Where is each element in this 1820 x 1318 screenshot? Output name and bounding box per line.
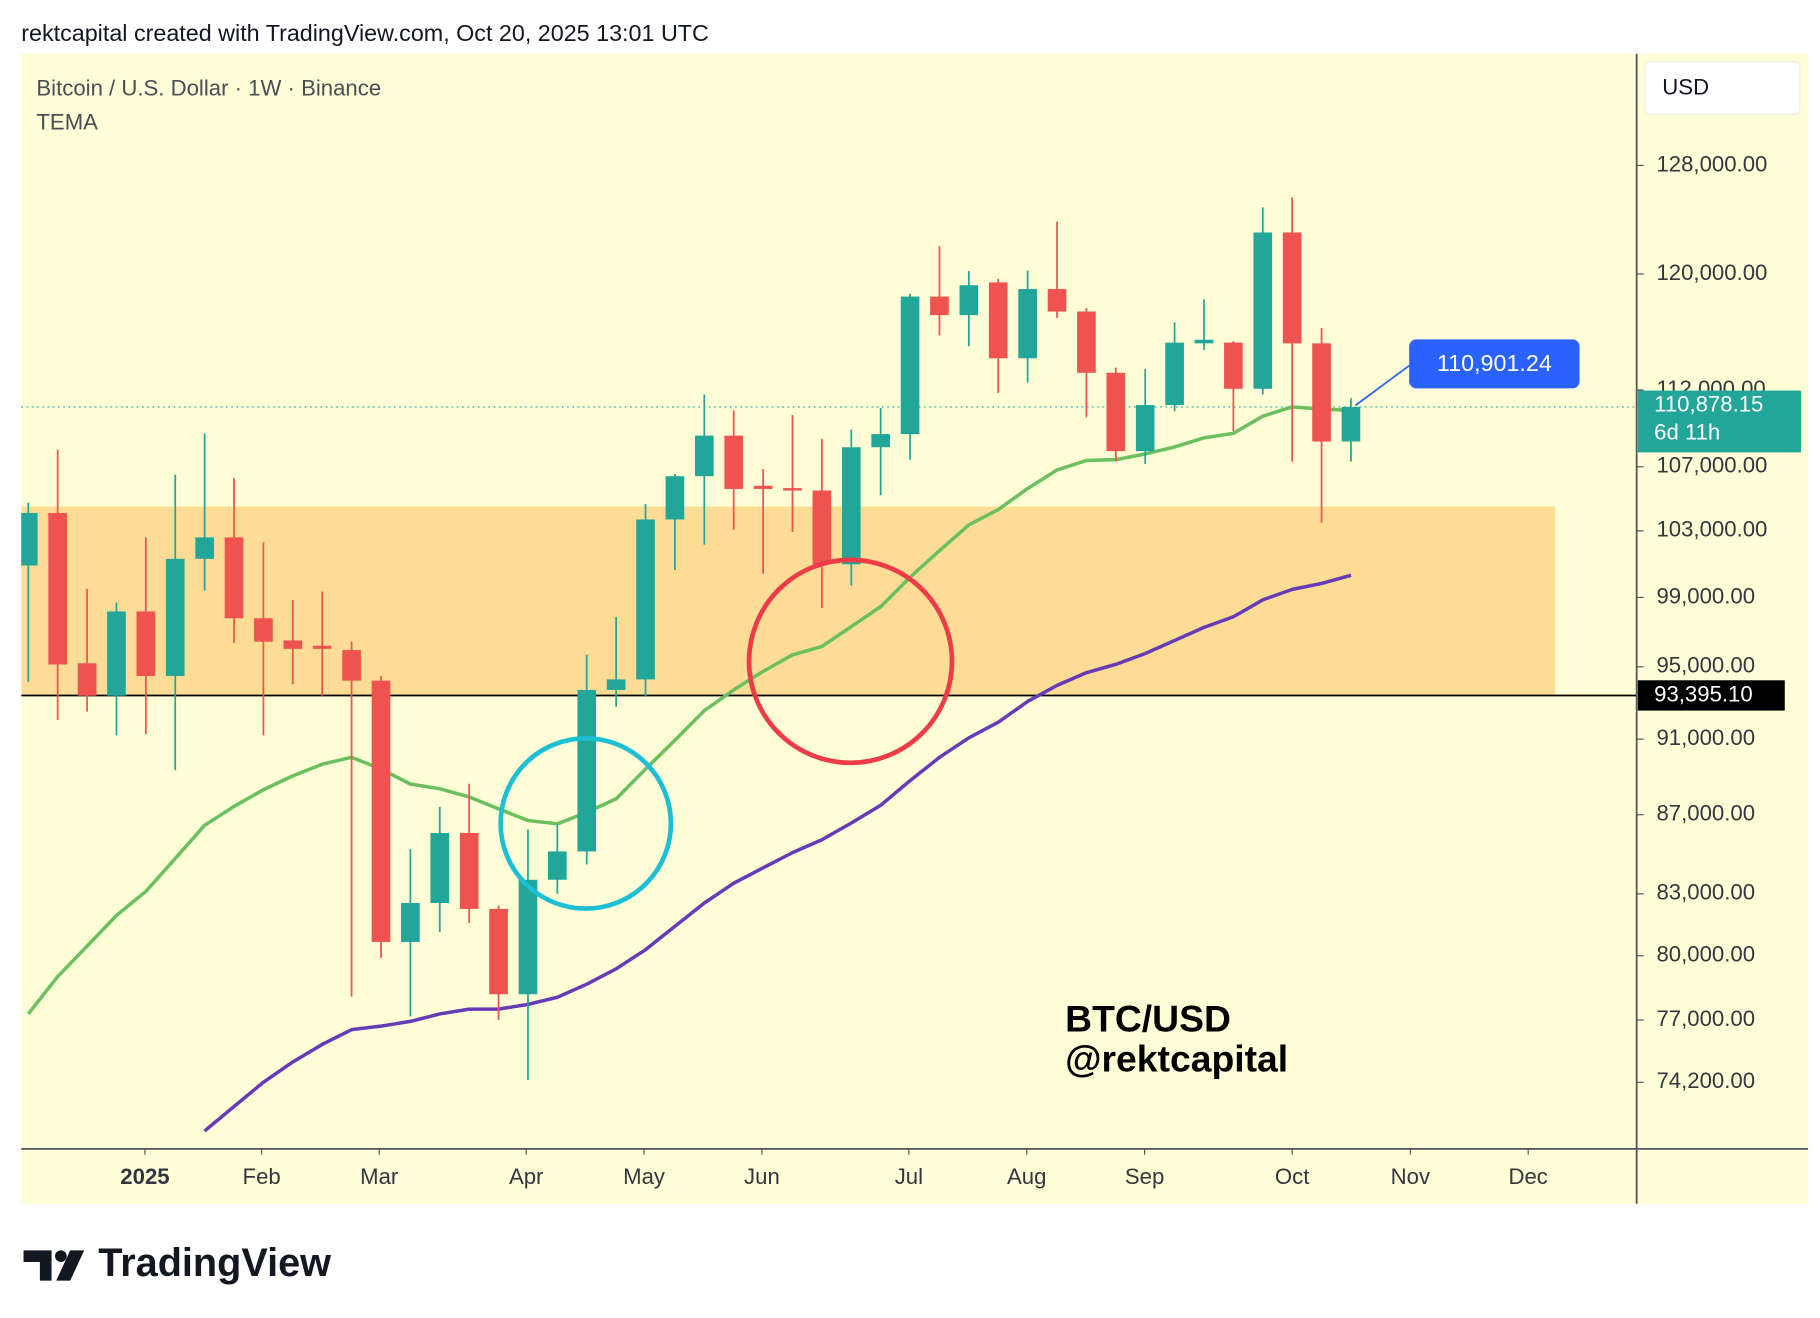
candle-body [841,447,861,565]
y-tick-label: 87,000.00 [1656,801,1755,826]
candle-body [636,519,655,680]
countdown-label: 6d 11h [1654,420,1720,445]
x-tick-label: Apr [509,1164,544,1189]
candle-body [1077,311,1096,373]
candle-body [577,689,597,852]
candle-body [224,537,244,619]
x-tick-label: May [623,1164,666,1189]
indicator-line [203,573,1352,1133]
last-price-box [1637,390,1802,453]
candle-body [724,435,744,489]
candle-body [900,296,920,435]
y-tick-label: 80,000.00 [1656,942,1755,967]
plot-area [21,197,1637,1133]
indicator-legend: TEMA [36,109,98,134]
y-tick-label: 99,000.00 [1656,583,1755,608]
footer-brand: TradingView [98,1241,331,1285]
x-tick-label: 2025 [120,1164,169,1189]
candle-body [930,296,949,316]
candle-body [48,512,68,665]
candle-body [459,832,479,909]
candle-body [283,640,303,649]
candle-body [312,645,332,649]
level-box [1637,680,1785,711]
currency-label[interactable]: USD [1662,75,1709,100]
y-tick-label: 74,200.00 [1656,1068,1755,1093]
y-tick-label: 120,000.00 [1656,260,1767,285]
x-tick-label: Feb [243,1164,281,1189]
x-tick-label: Jul [895,1164,923,1189]
candle-body [1165,342,1184,406]
y-tick-label: 83,000.00 [1656,880,1755,905]
candle-body [753,485,773,489]
candle-body [606,679,626,690]
level-label: 93,395.10 [1654,681,1753,706]
candle-body [871,434,890,448]
candle-body [1106,372,1126,452]
last-price-label: 110,878.15 [1654,392,1763,417]
y-tick-label: 77,000.00 [1656,1006,1755,1031]
candle-body [1282,232,1302,344]
y-tick-label: 107,000.00 [1656,453,1767,478]
candle-body [783,488,802,491]
candle-body [1135,405,1155,452]
y-tick-label: 128,000.00 [1656,151,1767,176]
tradingview-logo [23,1250,85,1281]
candle-body [107,611,126,696]
y-tick-label: 103,000.00 [1656,517,1767,542]
x-tick-label: Sep [1125,1164,1164,1189]
x-tick-label: Jun [744,1164,780,1189]
candle-body [371,680,391,942]
candle-body [518,879,538,995]
indicator-line [26,405,1352,1016]
annotation: @rektcapital [1065,1037,1288,1079]
candle-body [136,611,156,677]
callout-pointer [1355,363,1413,406]
candle-body [988,282,1008,359]
candle-body [1018,289,1037,359]
candle-body [489,908,508,995]
y-tick-label: 95,000.00 [1656,653,1755,678]
highlight-circle [746,557,955,766]
candle-body [548,851,567,880]
candle-body [1224,342,1243,389]
currency-button[interactable] [1644,61,1801,115]
candle-body [195,537,214,559]
candle-body [165,558,185,677]
candle-body [342,650,361,681]
candle-body [959,285,979,316]
header: rektcapital created with TradingView.com… [21,20,709,46]
symbol-legend: Bitcoin / U.S. Dollar · 1W · Binance [36,76,381,101]
x-tick-label: Nov [1391,1164,1430,1189]
candle-body [401,902,420,942]
candle-body [665,476,685,520]
candle-body [77,663,97,696]
candle-body [21,512,38,566]
candle-body [1194,339,1214,344]
x-tick-label: Mar [360,1164,399,1189]
x-tick-label: Dec [1508,1164,1547,1189]
candle-body [1047,289,1067,312]
candle-body [254,618,273,642]
candle-body [1312,343,1331,442]
callout-box [1409,339,1580,389]
callout-label: 110,901.24 [1437,350,1552,376]
candle-body [812,490,832,565]
x-tick-label: Aug [1007,1164,1046,1189]
candle-body [1341,406,1361,442]
x-tick-label: Oct [1275,1164,1309,1189]
candle-body [1253,232,1273,389]
support-zone [21,506,1556,696]
candle-body [430,832,450,903]
highlight-circle [498,735,674,911]
candle-body [694,435,714,477]
annotation: BTC/USD [1065,998,1231,1040]
y-tick-label: 91,000.00 [1656,725,1755,750]
